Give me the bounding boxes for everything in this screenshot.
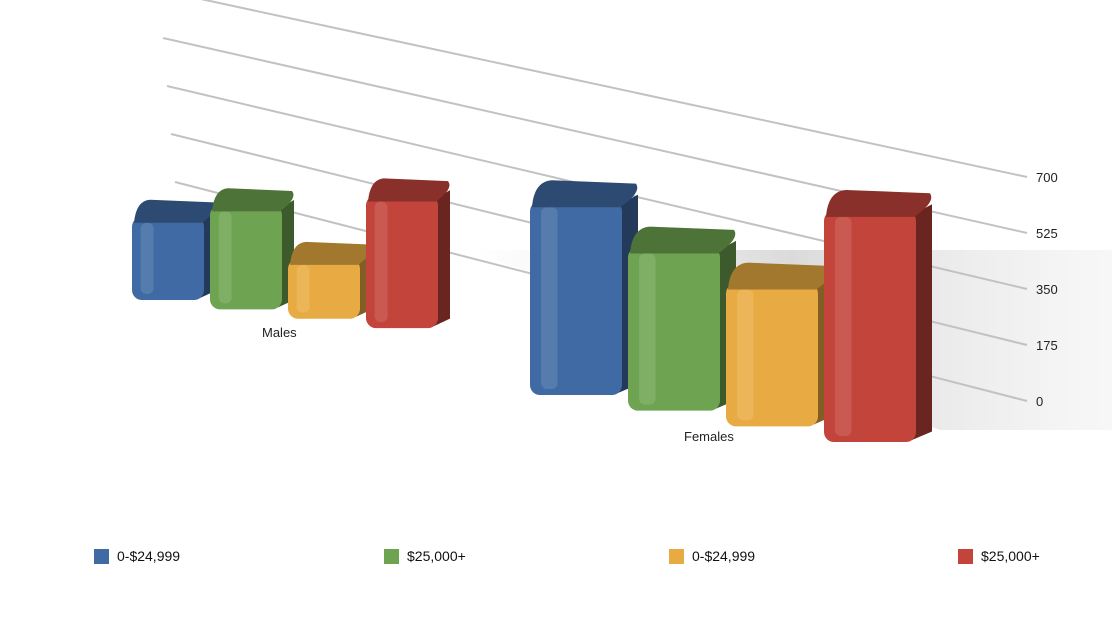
x-category-label: Males: [262, 325, 297, 340]
bar: [530, 180, 638, 395]
bar: [366, 178, 450, 329]
bar: [288, 241, 372, 319]
bar: [824, 189, 932, 443]
x-category-label: Females: [684, 429, 734, 444]
y-tick-label: 350: [1036, 282, 1058, 297]
bar: [132, 199, 216, 300]
y-tick-label: 175: [1036, 338, 1058, 353]
bar: [628, 226, 736, 411]
bar: [726, 262, 834, 427]
y-tick-label: 525: [1036, 226, 1058, 241]
gridline: [200, 0, 1028, 178]
y-tick-label: 0: [1036, 394, 1043, 409]
y-tick-label: 700: [1036, 170, 1058, 185]
bar: [210, 188, 294, 310]
